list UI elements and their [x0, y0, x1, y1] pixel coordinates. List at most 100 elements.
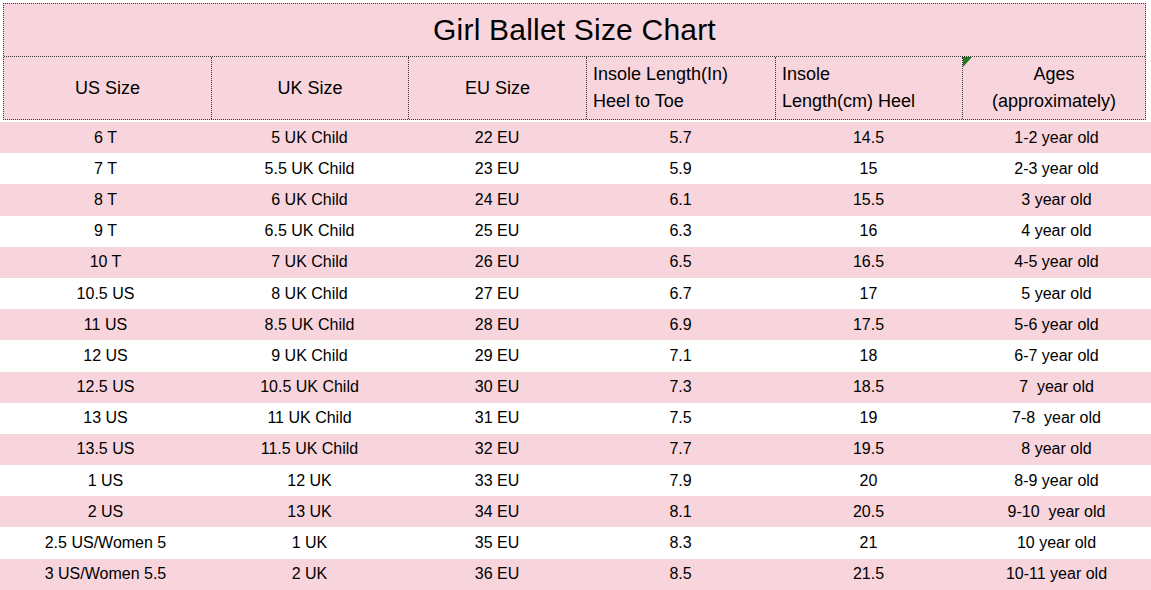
- table-cell: 5.7: [586, 122, 775, 153]
- table-cell: 1-2 year old: [962, 122, 1151, 153]
- table-cell: 2 US: [0, 496, 211, 527]
- table-cell: 26 EU: [408, 247, 586, 278]
- table-row: 12.5 US10.5 UK Child30 EU7.318.57 year o…: [0, 372, 1151, 403]
- table-row: 13 US11 UK Child31 EU7.5197-8 year old: [0, 403, 1151, 434]
- table-cell: 1 US: [0, 465, 211, 496]
- header-label-line2: (approximately): [967, 88, 1141, 115]
- header-label: UK Size: [216, 75, 404, 102]
- table-cell: 29 EU: [408, 340, 586, 371]
- table-cell: 14.5: [775, 122, 962, 153]
- page-title: Girl Ballet Size Chart: [4, 4, 1145, 57]
- table-cell: 10.5 UK Child: [211, 372, 408, 403]
- table-cell: 28 EU: [408, 309, 586, 340]
- header-label-line1: Ages: [967, 61, 1141, 88]
- table-cell: 34 EU: [408, 496, 586, 527]
- table-cell: 7.1: [586, 340, 775, 371]
- table-cell: 19.5: [775, 434, 962, 465]
- table-cell: 24 EU: [408, 184, 586, 215]
- table-cell: 12.5 US: [0, 372, 211, 403]
- table-cell: 25 EU: [408, 216, 586, 247]
- table-cell: 30 EU: [408, 372, 586, 403]
- table-cell: 4 year old: [962, 216, 1151, 247]
- table-cell: 20.5: [775, 496, 962, 527]
- table-row: 3 US/Women 5.52 UK36 EU8.521.510-11 year…: [0, 559, 1151, 590]
- table-cell: 10.5 US: [0, 278, 211, 309]
- table-cell: 6-7 year old: [962, 340, 1151, 371]
- table-cell: 7 year old: [962, 372, 1151, 403]
- table-cell: 6.9: [586, 309, 775, 340]
- table-cell: 6.3: [586, 216, 775, 247]
- table-cell: 3 year old: [962, 184, 1151, 215]
- table-header-row: US Size UK Size EU Size Insole Length(In…: [4, 57, 1145, 119]
- table-cell: 17.5: [775, 309, 962, 340]
- header-cell-insole-in: Insole Length(In) Heel to Toe: [587, 57, 776, 119]
- table-cell: 8 T: [0, 184, 211, 215]
- table-cell: 7 UK Child: [211, 247, 408, 278]
- table-cell: 18: [775, 340, 962, 371]
- table-cell: 2-3 year old: [962, 153, 1151, 184]
- table-cell: 6.1: [586, 184, 775, 215]
- table-cell: 23 EU: [408, 153, 586, 184]
- table-cell: 10-11 year old: [962, 559, 1151, 590]
- table-row: 8 T6 UK Child24 EU6.115.53 year old: [0, 184, 1151, 215]
- table-cell: 35 EU: [408, 527, 586, 558]
- table-cell: 15.5: [775, 184, 962, 215]
- header-cell-ages: Ages (approximately): [963, 57, 1145, 119]
- table-cell: 7-8 year old: [962, 403, 1151, 434]
- table-cell: 5 year old: [962, 278, 1151, 309]
- table-cell: 32 EU: [408, 434, 586, 465]
- table-body: 6 T5 UK Child22 EU5.714.51-2 year old7 T…: [0, 122, 1151, 590]
- table-cell: 2.5 US/Women 5: [0, 527, 211, 558]
- table-cell: 8-9 year old: [962, 465, 1151, 496]
- table-cell: 18.5: [775, 372, 962, 403]
- table-cell: 8 year old: [962, 434, 1151, 465]
- table-cell: 27 EU: [408, 278, 586, 309]
- table-cell: 8.5 UK Child: [211, 309, 408, 340]
- table-cell: 6.5: [586, 247, 775, 278]
- header-cell-eu-size: EU Size: [409, 57, 587, 119]
- table-cell: 16: [775, 216, 962, 247]
- header-label-line1: Insole: [782, 61, 958, 88]
- table-cell: 10 year old: [962, 527, 1151, 558]
- table-row: 12 US9 UK Child29 EU7.1186-7 year old: [0, 340, 1151, 371]
- table-cell: 6.7: [586, 278, 775, 309]
- table-row: 13.5 US11.5 UK Child32 EU7.719.58 year o…: [0, 434, 1151, 465]
- table-cell: 20: [775, 465, 962, 496]
- table-cell: 11 UK Child: [211, 403, 408, 434]
- table-cell: 21: [775, 527, 962, 558]
- table-cell: 8.5: [586, 559, 775, 590]
- table-cell: 31 EU: [408, 403, 586, 434]
- table-cell: 13 US: [0, 403, 211, 434]
- header-label-line1: Insole Length(In): [593, 61, 771, 88]
- header-cell-us-size: US Size: [4, 57, 212, 119]
- table-row: 7 T5.5 UK Child23 EU5.9152-3 year old: [0, 153, 1151, 184]
- table-cell: 7.7: [586, 434, 775, 465]
- table-cell: 11.5 UK Child: [211, 434, 408, 465]
- table-cell: 5.5 UK Child: [211, 153, 408, 184]
- table-cell: 5-6 year old: [962, 309, 1151, 340]
- header-label: EU Size: [413, 75, 582, 102]
- table-cell: 16.5: [775, 247, 962, 278]
- header-label-line2: Heel to Toe: [593, 88, 771, 115]
- table-cell: 4-5 year old: [962, 247, 1151, 278]
- table-cell: 13 UK: [211, 496, 408, 527]
- table-cell: 7.9: [586, 465, 775, 496]
- table-cell: 7.5: [586, 403, 775, 434]
- table-row: 2 US13 UK34 EU8.120.59-10 year old: [0, 496, 1151, 527]
- table-cell: 22 EU: [408, 122, 586, 153]
- table-cell: 5 UK Child: [211, 122, 408, 153]
- table-cell: 36 EU: [408, 559, 586, 590]
- table-cell: 11 US: [0, 309, 211, 340]
- table-cell: 19: [775, 403, 962, 434]
- table-cell: 13.5 US: [0, 434, 211, 465]
- table-cell: 9 UK Child: [211, 340, 408, 371]
- table-header-box: Girl Ballet Size Chart US Size UK Size E…: [3, 3, 1146, 120]
- table-cell: 10 T: [0, 247, 211, 278]
- header-cell-insole-cm: Insole Length(cm) Heel: [776, 57, 963, 119]
- header-label: US Size: [8, 75, 207, 102]
- table-cell: 6.5 UK Child: [211, 216, 408, 247]
- table-cell: 2 UK: [211, 559, 408, 590]
- table-cell: 7 T: [0, 153, 211, 184]
- table-cell: 3 US/Women 5.5: [0, 559, 211, 590]
- table-cell: 17: [775, 278, 962, 309]
